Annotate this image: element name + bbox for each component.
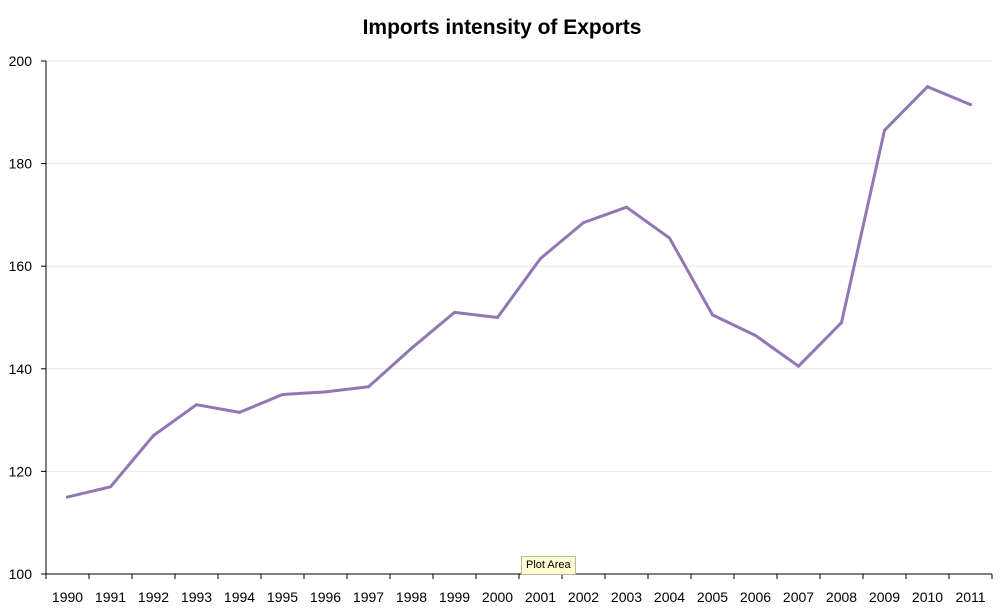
data-point-1991[interactable]	[109, 485, 112, 489]
x-tick-label: 2006	[740, 589, 771, 605]
data-point-2009[interactable]	[883, 128, 886, 132]
data-point-2002[interactable]	[582, 221, 585, 225]
x-tick-label: 1991	[95, 589, 126, 605]
data-point-1994[interactable]	[238, 410, 241, 414]
x-tick-label: 2002	[568, 589, 599, 605]
data-point-1998[interactable]	[410, 346, 413, 350]
data-point-2006[interactable]	[754, 333, 757, 337]
x-tick-label: 1992	[138, 589, 169, 605]
x-tick-label: 2007	[783, 589, 814, 605]
y-axis-tick-labels: 100 120 140 160 180 200	[9, 53, 33, 582]
data-point-2007[interactable]	[797, 364, 800, 368]
chart-title: Imports intensity of Exports	[363, 16, 642, 39]
x-tick-label: 1997	[353, 589, 384, 605]
data-point-1993[interactable]	[195, 403, 198, 407]
x-tick-label: 2009	[869, 589, 900, 605]
data-point-2001[interactable]	[539, 257, 542, 261]
data-point-2000[interactable]	[496, 316, 499, 319]
gridlines	[46, 60, 992, 472]
data-point-1990[interactable]	[66, 495, 69, 499]
data-point-1992[interactable]	[152, 433, 155, 437]
x-tick-label: 2001	[525, 589, 556, 605]
x-tick-label: 2004	[654, 589, 685, 605]
y-tick-label: 160	[9, 258, 33, 274]
data-point-2005[interactable]	[711, 313, 714, 317]
x-tick-label: 2010	[912, 589, 943, 605]
data-point-2003[interactable]	[625, 205, 628, 209]
series-line-0[interactable]	[66, 85, 972, 499]
x-tick-label: 2000	[482, 589, 513, 605]
x-tick-label: 1998	[396, 589, 427, 605]
data-point-1995[interactable]	[281, 392, 284, 396]
y-tick-label: 200	[9, 53, 33, 69]
data-point-2010[interactable]	[926, 85, 929, 89]
x-tick-label: 1990	[52, 589, 83, 605]
data-point-1999[interactable]	[453, 310, 456, 314]
x-axis-tick-labels: 1990 1991 1992 1993 1994 1995 1996 1997 1998 1999…	[52, 589, 986, 605]
y-tick-label: 120	[9, 463, 33, 479]
y-tick-label: 100	[9, 566, 33, 582]
x-tick-label: 2011	[955, 589, 985, 605]
x-tick-label: 2003	[611, 589, 642, 605]
y-tick-label: 140	[9, 361, 33, 377]
data-point-2008[interactable]	[840, 321, 843, 325]
data-point-2004[interactable]	[668, 236, 671, 240]
axes	[41, 60, 993, 579]
data-point-1996[interactable]	[324, 390, 327, 394]
x-tick-label: 1994	[224, 589, 255, 605]
x-tick-label: 1995	[267, 589, 298, 605]
y-tick-label: 180	[9, 156, 33, 172]
x-tick-label: 1993	[181, 589, 212, 605]
x-tick-label: 2008	[826, 589, 857, 605]
plot-area[interactable]	[66, 85, 972, 499]
x-tick-label: 1996	[310, 589, 341, 605]
plot-area-tooltip: Plot Area	[521, 556, 576, 575]
data-point-1997[interactable]	[367, 385, 370, 389]
x-tick-label: 1999	[439, 589, 470, 605]
x-tick-label: 2005	[697, 589, 728, 605]
data-point-2011[interactable]	[969, 103, 972, 107]
